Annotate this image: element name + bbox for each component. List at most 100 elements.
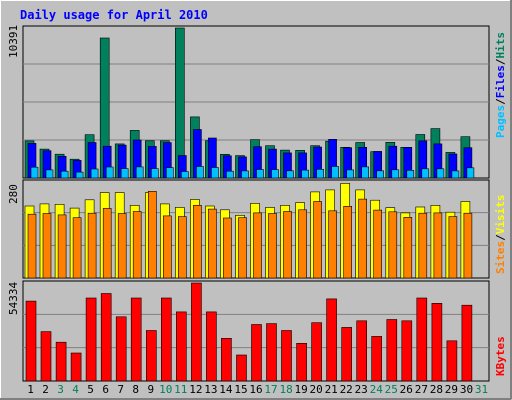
- bar-kbytes-day-18: [281, 330, 292, 382]
- bar-pages-day-10: [166, 167, 174, 179]
- bar-sites-day-27: [418, 212, 428, 279]
- bar-pages-day-3: [60, 170, 69, 179]
- legend-kbytes-text: KBytes: [494, 336, 507, 376]
- day-label: 8: [132, 383, 139, 396]
- bar-kbytes-day-7: [115, 316, 127, 382]
- bar-kbytes-day-30: [461, 304, 473, 382]
- bar-pages-day-12: [196, 166, 204, 179]
- day-label: 31: [475, 383, 488, 396]
- day-label: 22: [340, 383, 353, 396]
- bar-pages-day-19: [301, 169, 309, 179]
- hits-axis-max-label: 10391: [7, 25, 20, 58]
- bar-kbytes-day-25: [386, 319, 398, 382]
- bar-sites-day-29: [448, 216, 458, 279]
- bar-kbytes-day-27: [416, 297, 428, 382]
- day-label: 24: [370, 383, 384, 396]
- bar-pages-day-29: [451, 170, 460, 179]
- legend-files: Files: [494, 65, 507, 98]
- bar-sites-day-16: [253, 212, 262, 279]
- bar-kbytes-day-17: [266, 323, 277, 382]
- bar-sites-day-15: [238, 217, 247, 279]
- day-label: 19: [294, 383, 307, 396]
- bar-kbytes-day-28: [431, 302, 443, 382]
- bar-kbytes-day-10: [161, 297, 172, 382]
- legend-hits: Hits: [494, 32, 507, 59]
- bar-sites-day-30: [463, 212, 473, 279]
- bar-kbytes-day-5: [85, 297, 97, 382]
- visits-axis-max-label: 280: [7, 184, 20, 204]
- bar-kbytes-day-16: [251, 324, 262, 382]
- bar-kbytes-day-8: [130, 297, 142, 382]
- bar-sites-day-28: [433, 212, 443, 279]
- svg-text:Pages/Files/Hits: Pages/Files/Hits: [494, 32, 507, 138]
- bar-sites-day-23: [358, 198, 368, 279]
- day-label: 29: [445, 383, 458, 396]
- bar-kbytes-day-6: [100, 293, 112, 382]
- day-label: 27: [415, 383, 428, 396]
- legend-sites-visits: Sites/Visits: [494, 195, 507, 275]
- day-label: 21: [325, 383, 338, 396]
- bar-sites-day-20: [313, 201, 322, 279]
- legend-kbytes: KBytes: [494, 336, 507, 376]
- bar-kbytes-day-1: [25, 300, 37, 382]
- bar-kbytes-day-3: [55, 341, 67, 382]
- day-label: 9: [147, 383, 154, 396]
- day-label: 14: [219, 383, 233, 396]
- bar-pages-day-16: [256, 169, 264, 179]
- bar-pages-day-20: [316, 169, 324, 179]
- bar-sites-day-2: [42, 213, 52, 279]
- bar-pages-day-25: [391, 169, 400, 179]
- chart-title: Daily usage for April 2010: [20, 8, 208, 22]
- day-label: 2: [42, 383, 49, 396]
- bar-kbytes-day-26: [401, 320, 413, 382]
- bar-pages-day-2: [45, 169, 54, 179]
- bar-sites-day-17: [268, 213, 277, 279]
- day-label: 25: [385, 383, 398, 396]
- day-label: 12: [189, 383, 202, 396]
- day-label: 18: [279, 383, 292, 396]
- bar-sites-day-9: [148, 191, 157, 279]
- bar-kbytes-day-13: [206, 311, 217, 382]
- bar-kbytes-day-15: [236, 354, 247, 382]
- bar-pages-day-15: [241, 170, 249, 179]
- bar-kbytes-day-12: [191, 282, 202, 382]
- bar-kbytes-day-9: [146, 330, 157, 382]
- day-label: 30: [460, 383, 473, 396]
- bar-pages-day-27: [421, 168, 430, 179]
- bar-kbytes-day-21: [326, 298, 337, 382]
- day-label: 13: [204, 383, 217, 396]
- kbytes-axis-max-label: 54334: [7, 282, 20, 315]
- bar-sites-day-26: [403, 217, 413, 279]
- day-label: 7: [117, 383, 124, 396]
- bar-pages-day-11: [181, 171, 189, 179]
- day-label: 11: [174, 383, 187, 396]
- day-label: 10: [159, 383, 172, 396]
- svg-text:Sites/Visits: Sites/Visits: [494, 195, 507, 275]
- bar-sites-day-18: [283, 211, 292, 279]
- legend-sites: Sites: [494, 241, 507, 274]
- day-label: 3: [57, 383, 64, 396]
- bar-pages-day-5: [90, 168, 99, 179]
- day-label: 4: [72, 383, 79, 396]
- bar-sites-day-1: [27, 213, 37, 279]
- day-label: 6: [102, 383, 109, 396]
- hits-files-pages-panel: [22, 25, 490, 179]
- bar-sites-day-5: [87, 212, 97, 279]
- bar-kbytes-day-19: [296, 342, 307, 382]
- bar-kbytes-day-4: [70, 352, 82, 382]
- day-label: 5: [87, 383, 94, 396]
- bar-pages-day-23: [361, 166, 370, 179]
- bar-pages-day-28: [436, 168, 445, 179]
- bar-sites-day-11: [178, 216, 187, 279]
- bar-pages-day-13: [211, 167, 219, 179]
- bar-kbytes-day-2: [40, 331, 52, 382]
- bar-pages-day-4: [75, 171, 84, 179]
- bar-pages-day-8: [135, 166, 144, 179]
- bar-pages-day-6: [105, 166, 114, 179]
- bar-pages-day-17: [271, 169, 279, 179]
- bar-pages-day-24: [376, 170, 385, 179]
- day-label: 20: [309, 383, 322, 396]
- legend-visits: Visits: [494, 195, 507, 235]
- bar-sites-day-24: [373, 209, 383, 279]
- bar-kbytes-day-22: [341, 327, 353, 382]
